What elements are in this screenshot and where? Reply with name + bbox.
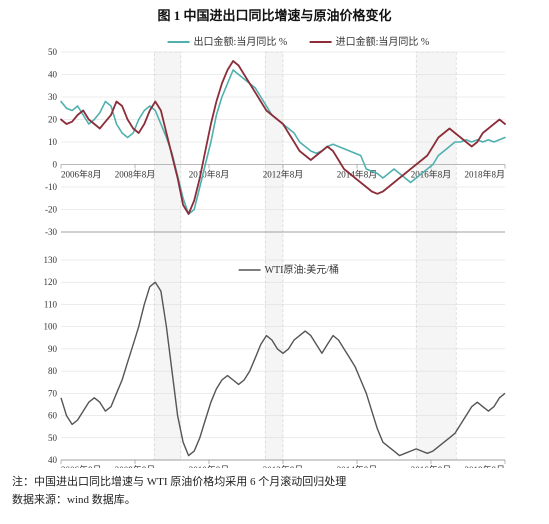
svg-text:0: 0: [53, 160, 58, 170]
svg-text:WTI原油:美元/桶: WTI原油:美元/桶: [265, 263, 339, 276]
chart-title: 图 1 中国进出口同比增速与原油价格变化: [0, 0, 549, 24]
chart-area: -30 -20 -10 0 10 20 30 40 50 2006年8月 2008年8月 2010年8…: [33, 28, 517, 468]
svg-text:2018年8月: 2018年8月: [464, 464, 505, 468]
svg-text:2010年8月: 2010年8月: [189, 169, 230, 180]
svg-text:2010年8月: 2010年8月: [189, 464, 230, 468]
svg-text:40: 40: [48, 70, 58, 80]
chart-svg: -30 -20 -10 0 10 20 30 40 50 2006年8月 2008年8月 2010年8…: [33, 28, 517, 468]
svg-text:-10: -10: [45, 182, 57, 192]
svg-text:2006年8月: 2006年8月: [61, 464, 102, 468]
svg-text:2018年8月: 2018年8月: [464, 169, 505, 180]
svg-text:80: 80: [48, 366, 58, 376]
svg-text:70: 70: [48, 388, 58, 398]
svg-text:130: 130: [44, 255, 58, 265]
svg-text:-30: -30: [45, 227, 57, 237]
svg-text:20: 20: [48, 115, 58, 125]
svg-text:2014年8月: 2014年8月: [337, 464, 378, 468]
svg-text:出口金额:当月同比 %: 出口金额:当月同比 %: [194, 35, 288, 48]
svg-text:-20: -20: [45, 205, 57, 215]
svg-text:2012年8月: 2012年8月: [263, 169, 304, 180]
svg-text:110: 110: [44, 299, 58, 309]
footnote-line2: 数据来源：wind 数据库。: [12, 492, 549, 510]
svg-text:50: 50: [48, 433, 58, 443]
svg-text:10: 10: [48, 137, 58, 147]
footnote-line1: 注：中国进出口同比增速与 WTI 原油价格均采用 6 个月滚动回归处理: [12, 474, 549, 492]
svg-text:2008年8月: 2008年8月: [115, 169, 156, 180]
svg-text:2008年8月: 2008年8月: [115, 464, 156, 468]
svg-text:2014年8月: 2014年8月: [337, 169, 378, 180]
svg-text:30: 30: [48, 92, 58, 102]
svg-text:50: 50: [48, 47, 58, 57]
svg-text:100: 100: [44, 322, 58, 332]
svg-text:40: 40: [48, 455, 58, 465]
svg-text:2006年8月: 2006年8月: [61, 169, 102, 180]
svg-text:2012年8月: 2012年8月: [263, 464, 304, 468]
svg-text:2016年8月: 2016年8月: [411, 464, 452, 468]
svg-text:90: 90: [48, 344, 58, 354]
footnote: 注：中国进出口同比增速与 WTI 原油价格均采用 6 个月滚动回归处理 数据来源…: [12, 474, 549, 509]
svg-text:60: 60: [48, 411, 58, 421]
svg-text:进口金额:当月同比 %: 进口金额:当月同比 %: [336, 35, 430, 48]
svg-text:120: 120: [44, 277, 58, 287]
